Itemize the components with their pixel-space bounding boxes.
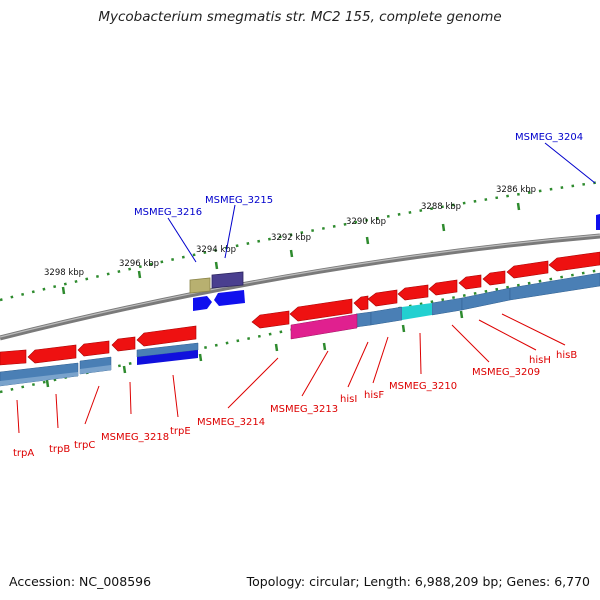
gene-label: MSMEG_3210 — [389, 381, 457, 392]
gene-label: MSMEG_3209 — [472, 367, 540, 378]
scale-label: 3288 kbp — [421, 202, 461, 212]
gene-label: hisF — [364, 390, 384, 401]
scale-label: 3296 kbp — [119, 259, 159, 269]
footer-accession: Accession: NC_008596 — [9, 574, 152, 589]
gene-arrows-red — [0, 251, 600, 366]
gene-msmeg-3218-darkblue — [137, 350, 198, 365]
label-leaders-red — [16, 313, 566, 434]
gene-msmeg-3210-cyan — [402, 303, 432, 320]
gene-label: trpB — [49, 444, 70, 455]
label-leaders-blue — [167, 142, 596, 263]
gene-label: hisH — [529, 355, 551, 366]
major-ticks-outer — [61, 202, 521, 295]
gene-label: MSMEG_3204 — [515, 132, 583, 143]
gene-label: MSMEG_3214 — [197, 417, 265, 428]
scale-label: 3292 kbp — [271, 233, 311, 243]
genome-backbone-highlight — [0, 234, 600, 338]
gene-band-blue-lower — [0, 365, 111, 386]
scale-label: 3294 kbp — [196, 245, 236, 255]
scale-label: 3290 kbp — [346, 217, 386, 227]
gene-label: MSMEG_3215 — [205, 195, 273, 206]
genome-backbone — [0, 233, 600, 341]
gene-label: hisB — [556, 350, 577, 361]
gene-blue-small-1 — [193, 296, 212, 311]
gene-label: trpA — [13, 448, 34, 459]
gene-blue-edge — [596, 214, 600, 230]
gene-label: trpE — [170, 426, 191, 437]
gene-label: MSMEG_3213 — [270, 404, 338, 415]
major-ticks-inner — [45, 310, 464, 388]
gene-label: trpC — [74, 440, 95, 451]
page-title: Mycobacterium smegmatis str. MC2 155, co… — [98, 9, 502, 25]
gene-msmeg-3216-olive — [189, 277, 211, 294]
scale-label: 3298 kbp — [44, 268, 84, 278]
gene-label: hisI — [340, 394, 357, 405]
gene-label: MSMEG_3216 — [134, 207, 202, 218]
footer-summary: Topology: circular; Length: 6,988,209 bp… — [246, 574, 590, 589]
gene-label: MSMEG_3218 — [101, 432, 169, 443]
gene-msmeg-3215-purple — [211, 271, 244, 289]
scale-label: 3286 kbp — [496, 185, 536, 195]
gene-msmeg-3213-magenta — [290, 313, 358, 340]
gene-blue-small-2 — [214, 290, 245, 306]
